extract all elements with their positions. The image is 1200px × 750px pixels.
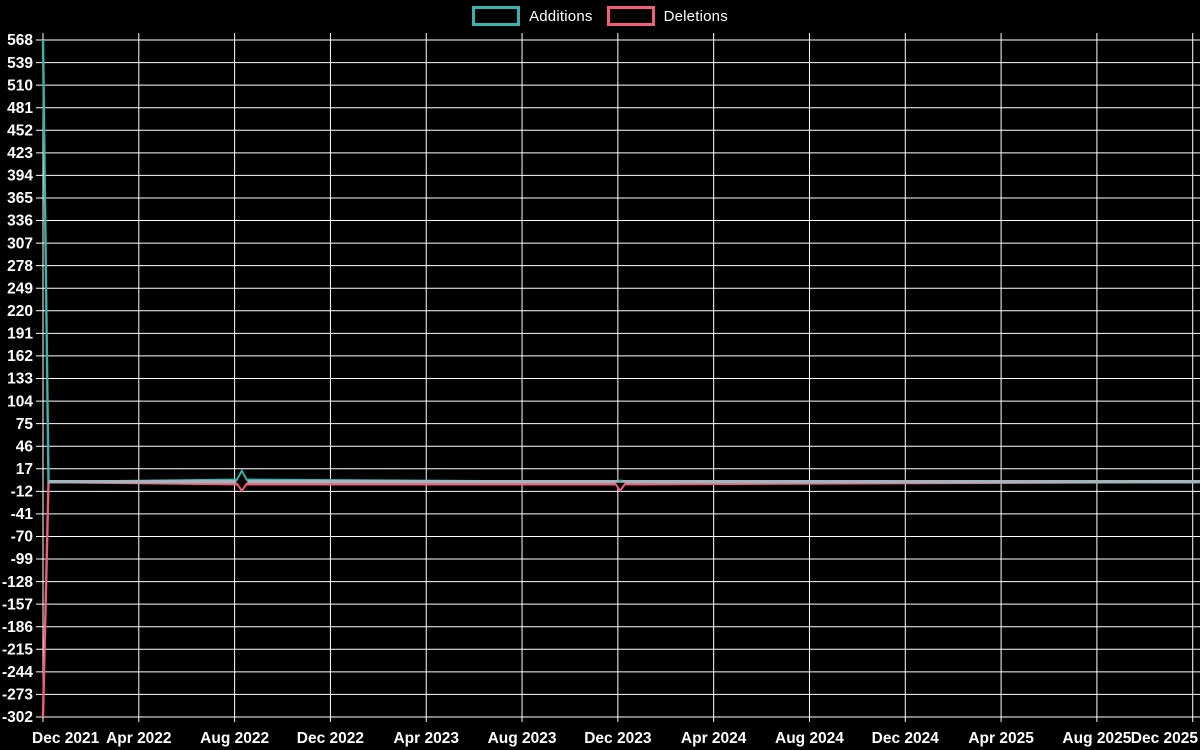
y-tick-label: -128	[2, 574, 33, 591]
y-tick-label: -215	[2, 642, 33, 659]
y-tick-label: 46	[16, 438, 34, 455]
x-axis-labels: Dec 2021 Apr 2022 Aug 2022 Dec 2022 Apr 2023…	[32, 730, 1198, 747]
y-tick-label: 539	[7, 55, 33, 72]
y-gridlines	[36, 39, 1200, 718]
y-tick-label: 278	[7, 258, 33, 275]
y-axis-labels: 568 539 510 481 452 423 394 365 336 307 278 249 220 1…	[2, 32, 33, 726]
y-tick-label: -99	[11, 551, 34, 568]
y-tick-label: 75	[16, 416, 34, 433]
y-tick-label: 249	[7, 280, 33, 297]
y-tick-label: 220	[7, 303, 33, 320]
y-tick-label: 307	[7, 235, 33, 252]
y-tick-label: 510	[7, 77, 33, 94]
x-tick-label: Dec 2024	[872, 730, 940, 747]
y-tick-label: 191	[7, 326, 33, 343]
x-gridlines	[42, 33, 1194, 722]
deletions-marker-icon	[613, 482, 627, 493]
x-tick-label: Apr 2023	[393, 730, 459, 747]
y-tick-label: -70	[11, 529, 33, 546]
y-tick-label: 423	[7, 145, 33, 162]
chart-legend: Additions Deletions	[0, 6, 1200, 26]
additions-legend-label: Additions	[529, 7, 593, 25]
y-tick-label: 162	[7, 348, 33, 365]
x-tick-label: Aug 2025	[1062, 730, 1131, 747]
x-tick-label: Aug 2023	[488, 730, 557, 747]
y-tick-label: 104	[7, 393, 33, 410]
y-tick-label: 133	[7, 371, 33, 388]
y-tick-label: -186	[2, 619, 33, 636]
y-tick-label: 336	[7, 213, 33, 230]
additions-swatch-icon	[472, 6, 521, 26]
y-tick-label: -12	[11, 484, 33, 501]
y-tick-label: 481	[7, 100, 33, 117]
y-tick-label: 568	[7, 32, 33, 49]
legend-item-deletions: Deletions	[606, 6, 728, 26]
x-tick-label: Dec 2022	[297, 730, 364, 747]
deletions-marker-icon	[235, 482, 249, 493]
additions-marker-icon	[235, 468, 249, 482]
y-tick-label: 452	[7, 122, 33, 139]
y-tick-label: -41	[11, 506, 34, 523]
y-tick-label: -244	[2, 664, 33, 681]
y-tick-label: 394	[7, 168, 33, 185]
x-tick-label: Aug 2024	[775, 730, 844, 747]
y-tick-label: -157	[2, 596, 33, 613]
y-tick-label: -302	[2, 709, 33, 726]
deletions-line	[41, 480, 1197, 718]
deletions-swatch-icon	[606, 6, 655, 26]
data-marker-aug-2022	[235, 468, 249, 493]
x-tick-label: Apr 2024	[681, 730, 747, 747]
y-tick-label: 17	[16, 461, 33, 478]
additions-line	[41, 39, 1197, 484]
x-tick-label: Dec 2025	[1131, 730, 1199, 747]
x-tick-label: Aug 2022	[200, 730, 269, 747]
y-tick-label: -273	[2, 687, 33, 704]
deletions-legend-label: Deletions	[663, 7, 728, 25]
x-tick-label: Dec 2021	[32, 730, 100, 747]
x-tick-label: Dec 2023	[584, 730, 652, 747]
x-tick-label: Apr 2022	[106, 730, 171, 747]
legend-item-additions: Additions	[472, 6, 593, 26]
x-tick-label: Apr 2025	[968, 730, 1034, 747]
y-tick-label: 365	[7, 190, 33, 207]
data-marker-dec-2023	[613, 479, 627, 493]
